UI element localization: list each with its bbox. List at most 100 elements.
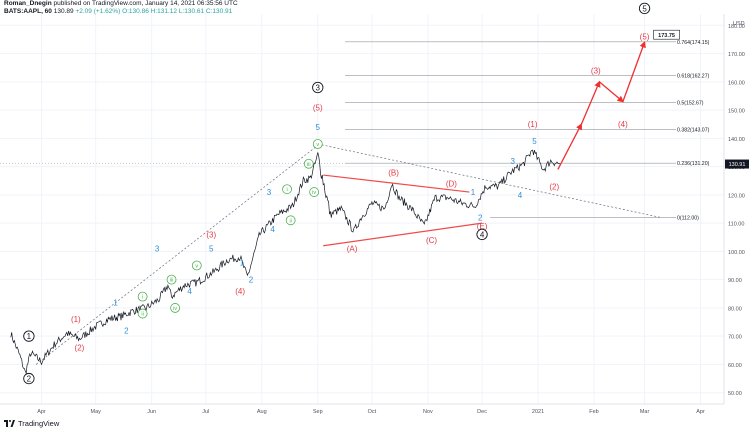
y-tick-label: 170.00: [728, 52, 745, 58]
y-tick-label: 120.00: [728, 193, 745, 199]
wave-projection: 173.75: [557, 29, 680, 170]
wave-label-minuette: iii: [170, 278, 174, 284]
wave-circle-green: [282, 184, 292, 195]
last-price-label: 130.91: [729, 162, 746, 168]
wave-labels: 12(1)(2)12iiiiiiiv3v4(3)512(4)iii34iiiiv…: [23, 2, 651, 385]
wave-label-minuette: i: [142, 295, 143, 301]
x-tick-label: Jul: [202, 409, 209, 415]
x-tick-label: May: [90, 409, 101, 415]
y-tick-label: 70.00: [728, 335, 742, 341]
tradingview-logo-icon: [4, 420, 15, 427]
target-price-box: [653, 29, 680, 40]
fib-level-label: 0.5(152.67): [677, 101, 704, 107]
chart-header: Roman_Dnegin published on TradingView.co…: [4, 0, 238, 16]
projection-arrow: [599, 81, 624, 103]
y-tick-label: 80.00: [728, 306, 742, 312]
wave-label-primary: 5: [642, 4, 647, 13]
x-tick-label: Jun: [147, 409, 156, 415]
wave-circle-green: [137, 308, 148, 319]
wave-circle-black: [23, 372, 35, 385]
wave-circle-black: [23, 330, 35, 342]
wave-label-minor: 2: [124, 327, 129, 336]
projection-arrow: [622, 41, 646, 102]
wave-label-minor: 4: [270, 225, 275, 234]
ohlc-values: O:130.86 H:131.12 L:130.61 C:130.91: [122, 8, 233, 15]
author-name: Roman_Dnegin: [4, 0, 52, 7]
wave-circle-black: [476, 228, 488, 241]
wave-label-intermediate: (D): [446, 180, 457, 189]
x-tick-label: Nov: [423, 409, 433, 415]
wave-label-intermediate: (5): [640, 33, 650, 42]
last-value: 130.89: [53, 8, 74, 15]
published-text: published on TradingView.com, January 14…: [53, 0, 238, 7]
wave-circle-green: [191, 260, 202, 271]
fib-level-label: 0(112.00): [677, 215, 699, 221]
wave-label-primary: 2: [27, 375, 32, 384]
wave-circle-green: [137, 291, 148, 302]
y-tick-label: 160.00: [728, 80, 745, 86]
fib-level-label: 0.382(143.07): [677, 128, 710, 134]
price-line: [10, 149, 560, 375]
wave-circle-green: [285, 215, 296, 226]
wave-label-minor: 4: [518, 191, 523, 200]
wave-label-minuette: ii: [141, 312, 143, 318]
wave-label-intermediate: (C): [426, 236, 437, 245]
fib-level-label: 0.764(174.15): [677, 40, 710, 46]
x-tick-label: Oct: [368, 409, 377, 415]
trendline: [317, 143, 661, 218]
wave-label-minor: 5: [532, 137, 537, 146]
wave-circle-green: [309, 187, 320, 197]
tradingview-footer[interactable]: TradingView: [4, 419, 59, 428]
wave-label-primary: 3: [316, 83, 321, 92]
wave-label-minor: 1: [113, 298, 118, 307]
price-series: [10, 149, 560, 375]
last-price-tag: [725, 159, 749, 169]
y-tick-label: 110.00: [728, 222, 744, 228]
x-tick-label: Apr: [37, 409, 46, 415]
wave-label-intermediate: (1): [71, 315, 81, 324]
wave-label-primary: 4: [480, 230, 485, 239]
fib-levels: 0.236(131.20) 0.382(143.07) 0.5(152.67) 0.6…: [0, 40, 710, 221]
wave-label-intermediate: (1): [528, 120, 538, 129]
wave-label-minuette: ii: [289, 218, 291, 224]
wave-label-intermediate: (E): [477, 222, 488, 231]
projection-arrow: [580, 80, 601, 125]
wave-label-minor: 5: [209, 245, 214, 254]
trendline: [323, 174, 470, 193]
wave-label-intermediate: (A): [347, 245, 358, 254]
x-tick-label: Feb: [589, 409, 598, 415]
x-tick-label: 2021: [532, 409, 544, 415]
wave-circle-black: [638, 2, 651, 14]
x-tick-label: Apr: [696, 409, 705, 415]
wave-label-intermediate: (3): [591, 67, 601, 76]
currency-label: USD: [733, 21, 745, 27]
wave-label-minor: 3: [155, 245, 160, 254]
wave-label-minuette: iv: [173, 306, 177, 312]
wave-label-intermediate: (B): [388, 168, 399, 177]
x-tick-label: Dec: [477, 409, 487, 415]
wave-label-intermediate: (4): [618, 120, 628, 129]
trendline: [35, 143, 320, 365]
wave-label-minor: 5: [316, 123, 321, 132]
chart-grid: [0, 14, 724, 404]
x-tick-label: Aug: [257, 409, 267, 415]
wave-label-minuette: v: [195, 264, 198, 270]
symbol-line: BATS:AAPL, 60: [4, 8, 52, 15]
wave-label-minuette: iv: [312, 190, 316, 196]
wave-label-minor: 2: [249, 276, 254, 285]
fib-level-label: 0.618(162.27): [677, 73, 710, 79]
y-tick-label: 100.00: [728, 250, 745, 256]
wave-circle-black: [312, 81, 324, 94]
wave-label-minuette: iii: [307, 162, 311, 168]
y-tick-label: 150.00: [728, 109, 745, 115]
wave-label-minor: 1: [471, 188, 476, 197]
trendlines: [35, 143, 661, 365]
wave-circle-green: [170, 303, 181, 313]
y-tick-label: 140.00: [728, 137, 745, 143]
wave-label-intermediate: (3): [206, 230, 216, 239]
x-tick-label: Mar: [640, 409, 650, 415]
wave-label-minuette: i: [286, 187, 287, 193]
wave-label-intermediate: (2): [75, 343, 85, 352]
wave-label-minuette: v: [316, 142, 319, 148]
wave-label-intermediate: (4): [235, 287, 245, 296]
